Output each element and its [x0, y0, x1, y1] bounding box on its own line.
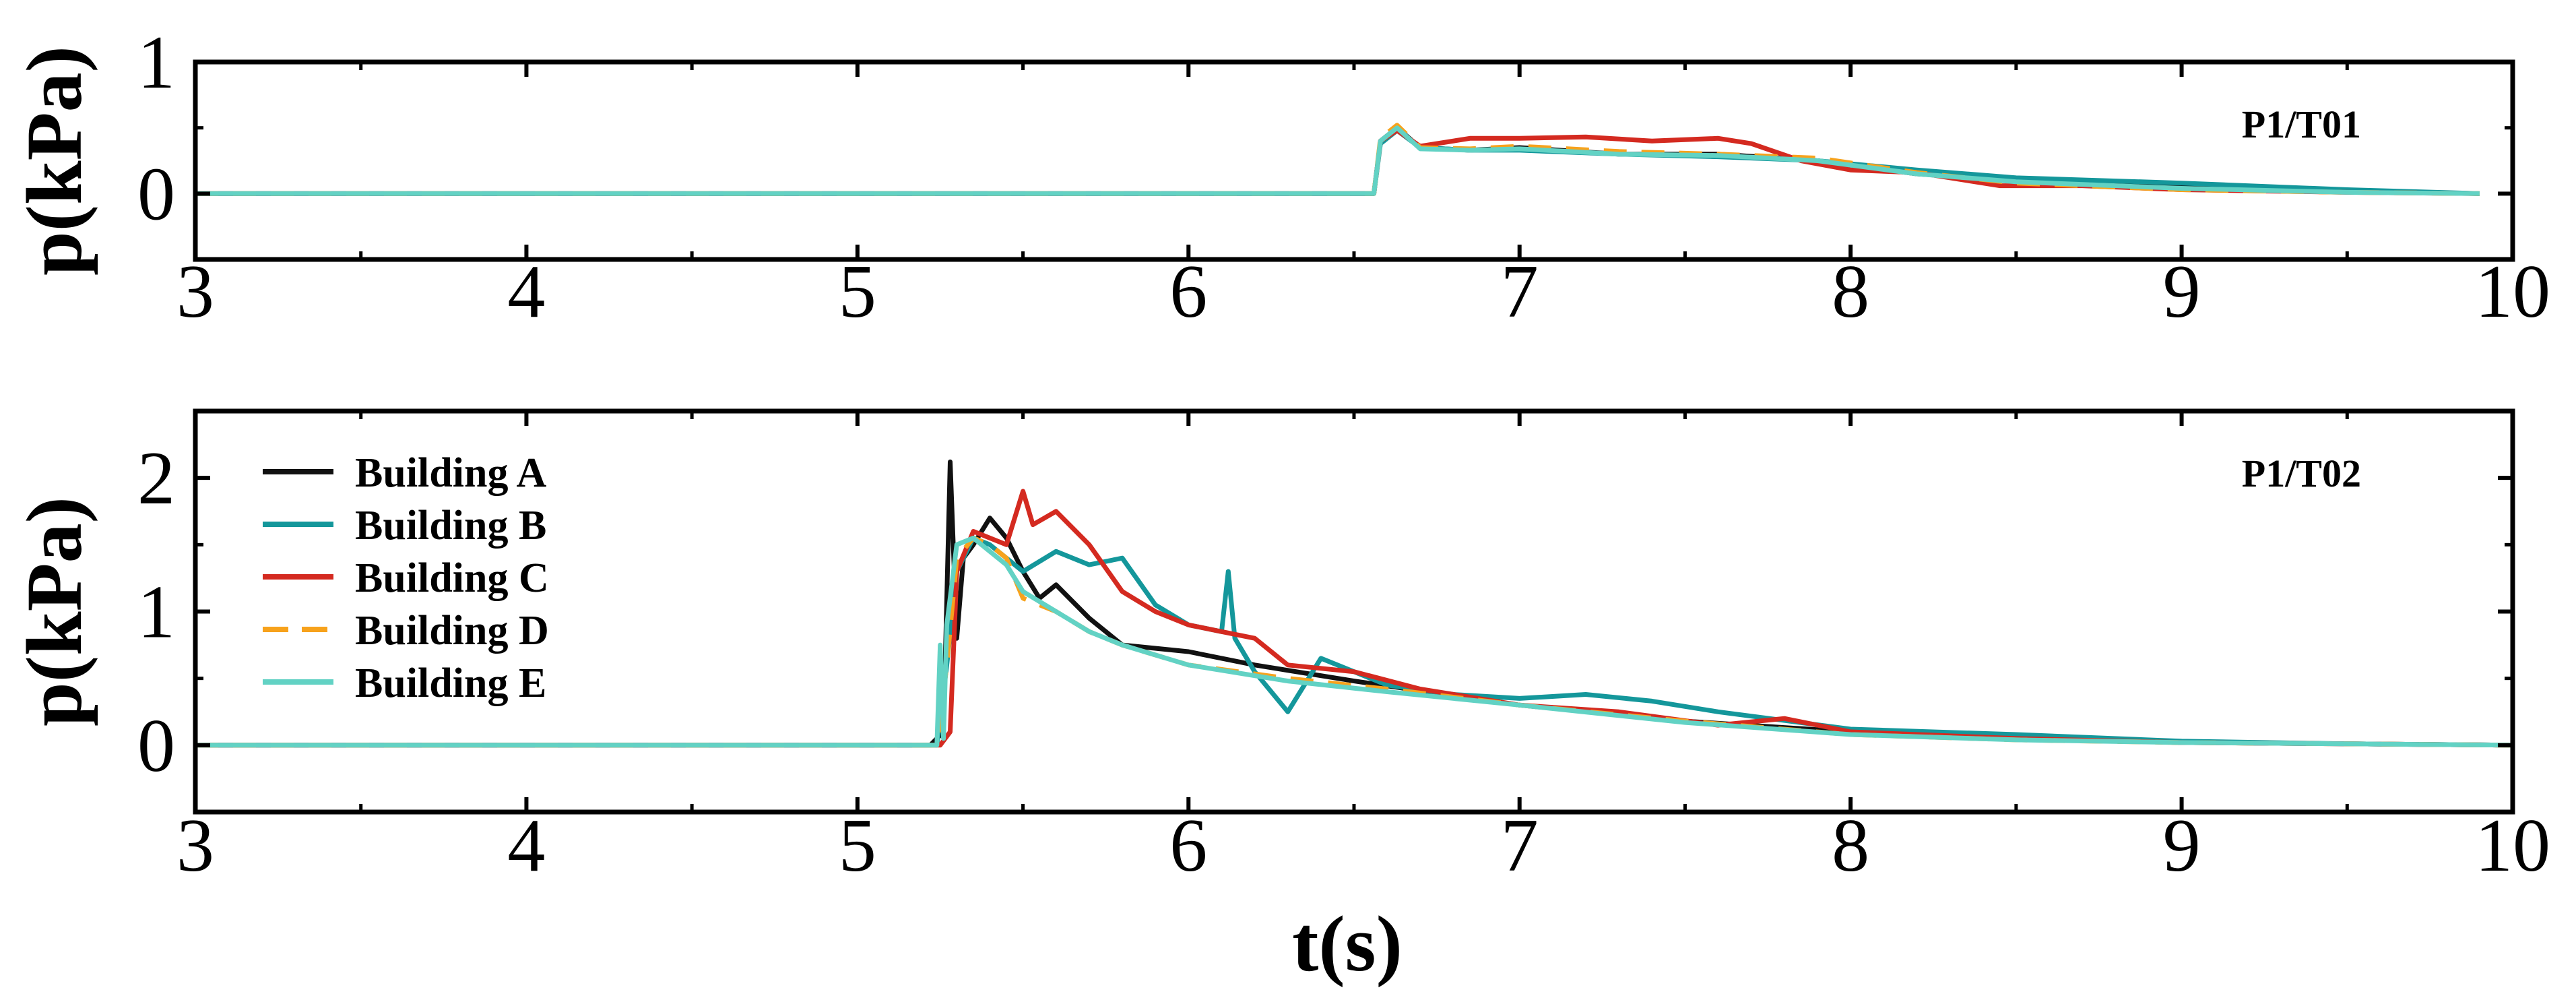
- panel-p1-t01: 3 4 5 6 7 8 9 10 0 1 p(kPa) P1/T01: [10, 21, 2550, 334]
- series-line-building-e: [195, 535, 2513, 748]
- x-tick-label: 5: [839, 804, 876, 888]
- series-line-building-e: [195, 125, 2480, 196]
- legend-label: Building D: [355, 608, 549, 654]
- x-tick-label: 3: [176, 250, 214, 334]
- panel-label: P1/T01: [2242, 102, 2361, 146]
- x-axis-label: t(s): [1292, 900, 1403, 988]
- x-tick-label: 8: [1832, 250, 1869, 334]
- panel-label: P1/T02: [2242, 452, 2361, 495]
- y-tick-label: 0: [137, 152, 175, 236]
- x-tick-label: 10: [2475, 804, 2550, 888]
- legend-label: Building A: [355, 450, 547, 496]
- x-tick-label: 8: [1832, 804, 1869, 888]
- y-axis-label: p(kPa): [10, 46, 98, 276]
- x-tick-label: 3: [176, 804, 214, 888]
- x-tick-label: 7: [1501, 250, 1539, 334]
- y-axis-label: p(kPa): [10, 497, 98, 726]
- legend-label: Building E: [355, 660, 546, 706]
- legend-label: Building C: [355, 555, 549, 601]
- plot-frame: [193, 59, 2515, 262]
- x-tick-label: 4: [507, 250, 545, 334]
- y-tick-label: 1: [137, 571, 175, 654]
- x-tick-label: 4: [507, 804, 545, 888]
- legend: Building A Building B Building C Building D…: [263, 450, 549, 706]
- x-tick-label: 6: [1169, 804, 1207, 888]
- y-tick-label: 1: [137, 21, 175, 104]
- legend-label: Building B: [355, 503, 546, 549]
- y-tick-label: 2: [137, 437, 175, 520]
- x-tick-label: 9: [2163, 250, 2201, 334]
- x-tick-label: 10: [2475, 250, 2550, 334]
- x-tick-label: 9: [2163, 804, 2201, 888]
- series-line-building-b: [195, 535, 2513, 748]
- x-tick-label: 6: [1169, 250, 1207, 334]
- x-tick-label: 7: [1501, 804, 1539, 888]
- x-tick-label: 5: [839, 250, 876, 334]
- series-line-building-c: [195, 489, 2513, 748]
- y-tick-label: 0: [137, 704, 175, 788]
- series-line-building-d: [195, 123, 2480, 196]
